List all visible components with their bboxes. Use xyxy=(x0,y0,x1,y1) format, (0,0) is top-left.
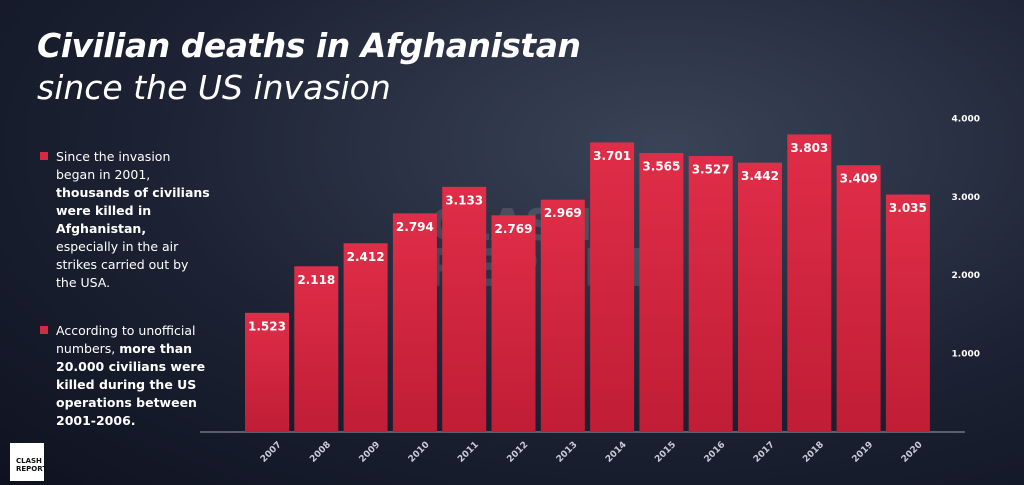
bar xyxy=(738,162,782,432)
bar xyxy=(442,186,487,432)
value-label: 2.969 xyxy=(544,206,582,220)
bullet: Since the invasion began in 2001, thousa… xyxy=(40,148,210,292)
bar xyxy=(639,153,684,432)
bullet-text: Since the invasion began in 2001, xyxy=(56,149,171,182)
value-label: 3.527 xyxy=(692,163,730,177)
x-tick-label: 2017 xyxy=(752,440,777,465)
x-tick-label: 2008 xyxy=(308,440,333,465)
value-label: 2.794 xyxy=(396,220,434,234)
value-label: 2.769 xyxy=(495,222,533,236)
value-label: 3.565 xyxy=(642,160,680,174)
x-tick-label: 2016 xyxy=(703,440,728,465)
logo-text: REPORT xyxy=(16,465,48,473)
bar xyxy=(787,134,832,432)
bullet-text: more than 20.000 civilians were killed d… xyxy=(56,341,206,428)
value-label: 3.701 xyxy=(593,149,631,163)
x-tick-label: 2013 xyxy=(555,440,580,465)
bullet-text: According to unofficial numbers, xyxy=(56,323,196,356)
bar xyxy=(294,266,339,432)
bullet-text: thousands of civilians were killed in Af… xyxy=(56,185,210,236)
x-tick-label: 2012 xyxy=(505,440,530,465)
bar xyxy=(688,156,733,432)
bar xyxy=(343,243,388,432)
bar xyxy=(540,199,585,432)
bullet-text: especially in the air strikes carried ou… xyxy=(56,239,189,290)
bar xyxy=(245,312,289,432)
x-tick-label: 2007 xyxy=(259,440,284,465)
y-tick-label: 1.000 xyxy=(952,349,980,359)
value-label: 3.409 xyxy=(840,172,878,186)
value-label: 3.133 xyxy=(445,193,483,207)
logo: CLASH REPORT xyxy=(10,443,48,481)
bullet-list: Since the invasion began in 2001, thousa… xyxy=(40,148,210,460)
x-tick-label: 2020 xyxy=(900,440,925,465)
y-tick-label: 3.000 xyxy=(952,193,980,203)
x-tick-label: 2011 xyxy=(456,440,481,465)
bar xyxy=(836,165,881,433)
value-label: 3.035 xyxy=(889,201,927,215)
logo-text: CLASH xyxy=(16,457,42,465)
value-label: 3.803 xyxy=(790,141,828,155)
chart-title: Civilian deaths in Afghanistan xyxy=(37,26,581,65)
bar xyxy=(885,194,930,432)
x-tick-label: 2018 xyxy=(801,440,826,465)
value-label: 2.118 xyxy=(297,273,335,287)
x-tick-label: 2014 xyxy=(604,440,629,465)
x-tick-label: 2009 xyxy=(358,440,383,465)
x-tick-label: 2010 xyxy=(407,440,432,465)
value-label: 1.523 xyxy=(248,319,286,333)
bar xyxy=(392,213,437,432)
y-tick-label: 2.000 xyxy=(952,271,980,281)
bullet: According to unofficial numbers, more th… xyxy=(40,322,210,430)
bar xyxy=(590,142,635,433)
x-tick-label: 2015 xyxy=(653,440,678,465)
value-label: 2.412 xyxy=(347,250,385,264)
bar xyxy=(491,215,536,432)
x-tick-label: 2019 xyxy=(851,440,876,465)
y-tick-label: 4.000 xyxy=(952,115,980,125)
chart-subtitle: since the US invasion xyxy=(37,68,391,107)
value-label: 3.442 xyxy=(741,169,779,183)
